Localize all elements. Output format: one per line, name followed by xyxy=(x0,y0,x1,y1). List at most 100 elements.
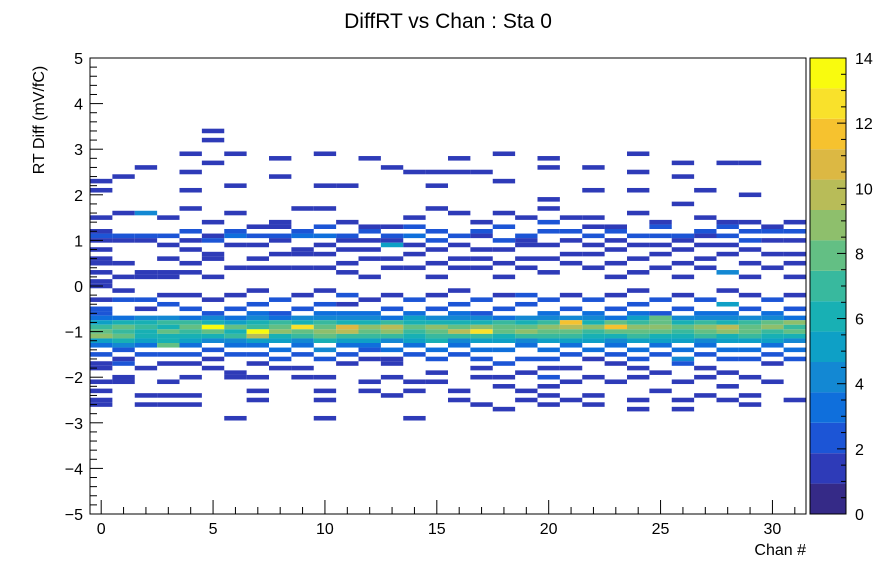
heatmap-cell xyxy=(627,242,650,248)
colorbar-band xyxy=(810,240,846,271)
heatmap-cell xyxy=(313,338,337,343)
heatmap-cell xyxy=(336,233,359,239)
heatmap-cell xyxy=(336,320,359,325)
heatmap-cell xyxy=(694,233,717,239)
heatmap-cell xyxy=(716,233,739,239)
heatmap-cell xyxy=(336,311,359,316)
heatmap-cell xyxy=(358,315,381,321)
colorbar-band xyxy=(810,453,846,484)
heatmap-cell xyxy=(134,274,158,280)
heatmap-cell xyxy=(269,347,292,353)
heatmap-cell xyxy=(559,379,583,385)
x-tick-label: 30 xyxy=(764,521,782,538)
heatmap-cell xyxy=(90,333,113,339)
heatmap-cell xyxy=(90,388,113,394)
heatmap-cell xyxy=(358,324,381,330)
heatmap-cell xyxy=(515,301,538,307)
heatmap-cell xyxy=(671,260,695,266)
heatmap-cell xyxy=(716,315,739,321)
heatmap-cell xyxy=(179,260,202,266)
heatmap-cell xyxy=(112,361,135,366)
heatmap-cell xyxy=(492,320,516,325)
heatmap-cell xyxy=(537,402,560,407)
heatmap-cell xyxy=(649,333,672,339)
heatmap-cell xyxy=(559,306,583,312)
heatmap-cell xyxy=(716,301,739,307)
heatmap-cell xyxy=(492,384,516,389)
y-tick-label: 5 xyxy=(74,51,83,68)
heatmap-cell xyxy=(112,343,135,348)
heatmap-cell xyxy=(448,388,471,394)
heatmap-cell xyxy=(537,333,560,339)
heatmap-cell xyxy=(537,242,560,248)
heatmap-cell xyxy=(649,370,672,375)
heatmap-cell xyxy=(134,306,158,312)
heatmap-cell xyxy=(313,415,337,421)
heatmap-cell xyxy=(313,265,337,271)
heatmap-cell xyxy=(336,292,359,298)
heatmap-cell xyxy=(492,406,516,412)
heatmap-cell xyxy=(134,324,158,330)
heatmap-cell xyxy=(761,343,784,348)
heatmap-cell xyxy=(269,311,292,316)
heatmap-cell xyxy=(90,279,113,284)
heatmap-cell xyxy=(448,265,471,271)
heatmap-cell xyxy=(627,288,650,293)
heatmap-cell xyxy=(448,320,471,325)
colorbar-band xyxy=(810,179,846,210)
heatmap-cell xyxy=(358,238,381,243)
heatmap-cell xyxy=(515,333,538,339)
heatmap-cell xyxy=(604,247,627,252)
heatmap-cell xyxy=(694,324,717,330)
heatmap-cell xyxy=(179,361,202,366)
heatmap-cell xyxy=(134,165,158,170)
heatmap-cell xyxy=(649,224,672,229)
heatmap-cell xyxy=(246,374,269,380)
heatmap-cell xyxy=(358,329,381,334)
heatmap-cell xyxy=(425,292,448,298)
heatmap-cell xyxy=(448,311,471,316)
heatmap-cell xyxy=(515,356,538,362)
heatmap-cell xyxy=(201,137,225,143)
heatmap-cell xyxy=(90,324,113,330)
heatmap-cell xyxy=(649,338,672,343)
heatmap-cell xyxy=(403,242,426,248)
heatmap-cell xyxy=(492,347,516,353)
heatmap-cell xyxy=(492,151,516,157)
heatmap-cell xyxy=(246,338,269,343)
heatmap-cell xyxy=(291,247,314,252)
heatmap-cell xyxy=(291,343,314,348)
heatmap-cell xyxy=(112,338,135,343)
heatmap-cell xyxy=(380,374,404,380)
heatmap-cell xyxy=(515,397,538,403)
heatmap-cell xyxy=(90,247,113,252)
heatmap-cell xyxy=(112,379,135,385)
heatmap-cell xyxy=(537,356,560,362)
heatmap-cell xyxy=(224,151,247,157)
heatmap-cell xyxy=(201,324,225,330)
heatmap-cell xyxy=(246,315,269,321)
heatmap-cell xyxy=(134,365,158,371)
heatmap-cell xyxy=(448,233,471,239)
heatmap-cell xyxy=(783,320,806,325)
heatmap-cell xyxy=(134,352,158,357)
heatmap-cell xyxy=(425,333,448,339)
heatmap-cell xyxy=(313,374,337,380)
heatmap-cell xyxy=(90,233,113,239)
x-tick-label: 15 xyxy=(428,521,446,538)
heatmap-cell xyxy=(425,320,448,325)
heatmap-cell xyxy=(783,251,806,257)
heatmap-cell xyxy=(470,219,493,225)
heatmap-cell xyxy=(201,238,225,243)
heatmap-cell xyxy=(112,320,135,325)
heatmap-cell xyxy=(738,306,762,312)
colorbar-band xyxy=(810,392,846,423)
heatmap-cell xyxy=(559,315,583,321)
heatmap-cell xyxy=(313,206,337,211)
heatmap-cell xyxy=(738,274,762,280)
heatmap-cell xyxy=(358,224,381,229)
heatmap-cell xyxy=(246,352,269,357)
heatmap-cell xyxy=(761,352,784,357)
heatmap-cell xyxy=(134,393,158,398)
heatmap-cell xyxy=(649,219,672,225)
